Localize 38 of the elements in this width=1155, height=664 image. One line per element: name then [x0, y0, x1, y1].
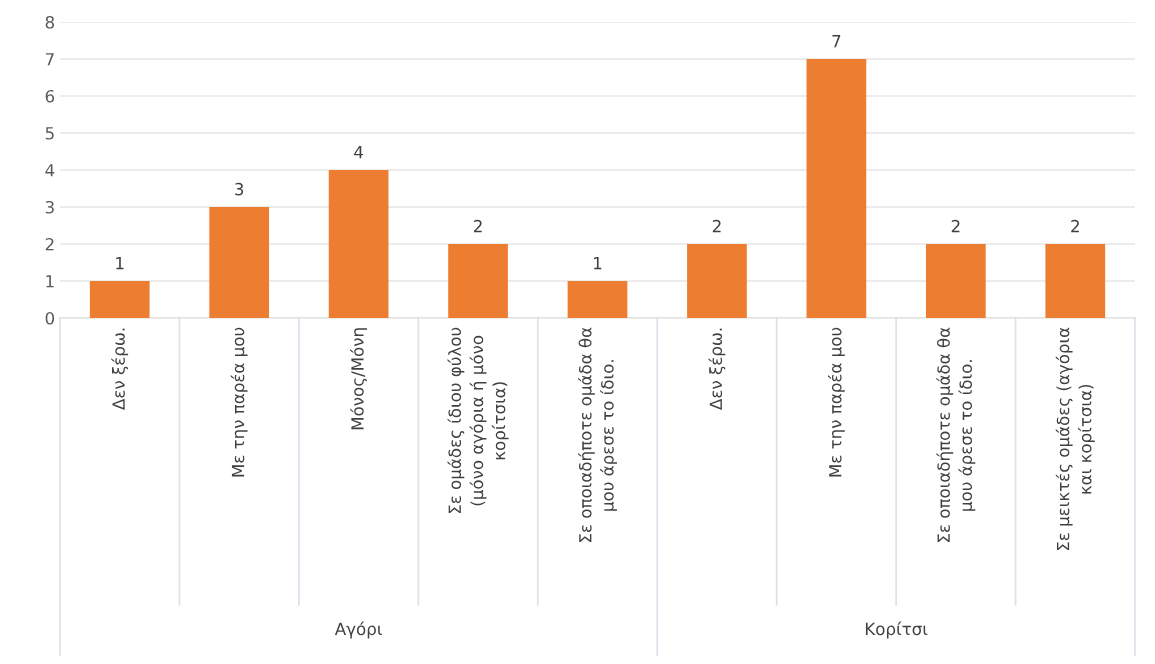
x-tick-label: Με την παρέα μου: [230, 327, 248, 477]
bar: [448, 244, 508, 318]
x-tick-label: Δεν ξέρω.: [708, 328, 726, 410]
data-label: 7: [832, 35, 841, 48]
bar: [89, 281, 150, 318]
data-label: 3: [235, 182, 244, 196]
y-tick-label: 4: [45, 164, 55, 177]
y-tick-label: 3: [45, 200, 54, 214]
x-tick-label: Δεν ξέρω.: [111, 328, 129, 410]
data-label: 1: [594, 257, 602, 270]
y-tick-label: 7: [45, 53, 54, 66]
x-tick-label: Σε οποιαδήποτε ομάδα θα μου άρεσε το ίδιο.: [578, 327, 617, 542]
x-tick-label: Σε μεικτές ομάδες (αγόρια και κορίτσια): [1055, 327, 1095, 551]
y-tick-label: 2: [45, 237, 54, 251]
bar: [328, 170, 389, 318]
bar: [1045, 244, 1106, 318]
data-label: 2: [473, 219, 482, 233]
y-tick-label: 6: [45, 89, 55, 103]
bar: [925, 244, 986, 318]
bar: [567, 281, 628, 318]
data-label: 2: [712, 219, 721, 233]
x-tick-label: Σε οποιαδήποτε ομάδα θα μου άρεσε το ίδιο.: [936, 327, 976, 542]
data-label: 2: [951, 219, 960, 233]
bar: [806, 59, 867, 318]
text: Κορίτσι: [865, 621, 928, 639]
bar: [209, 207, 270, 318]
data-label: 4: [354, 146, 363, 159]
y-tick-label: 5: [45, 127, 54, 140]
x-tick-label: Με την παρέα μου: [827, 327, 845, 477]
y-tick-label: 8: [45, 15, 54, 29]
bar: [687, 244, 747, 318]
x-tick-label: Μόνος/Μόνη: [350, 328, 368, 430]
data-label: 2: [1071, 219, 1079, 233]
data-label: 1: [116, 257, 124, 270]
text: Αγόρι: [334, 621, 382, 639]
y-tick-label: 0: [45, 311, 55, 325]
x-tick-label: Σε ομάδες ίδιου φύλου (μόνο αγόρια ή μόνο κορίτσια): [447, 327, 509, 514]
y-tick-label: 1: [46, 275, 54, 288]
